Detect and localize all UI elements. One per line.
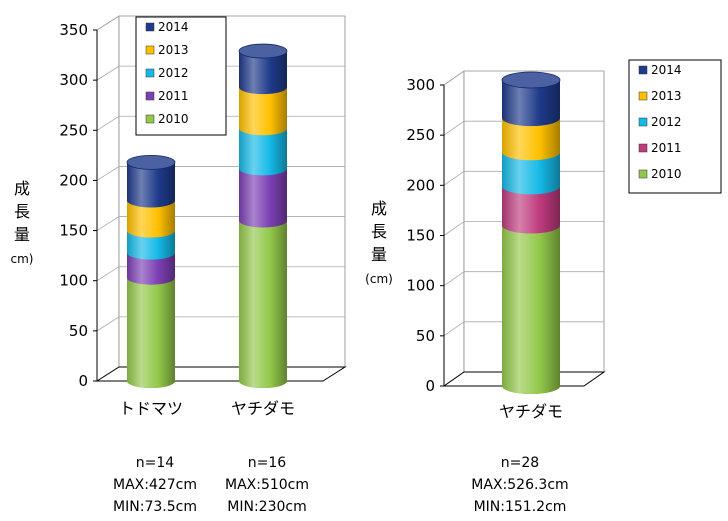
y-axis-label: 量 xyxy=(14,225,30,244)
bar-segment-ヤチダモ-2013 xyxy=(239,87,287,136)
y-tick-label: 100 xyxy=(59,272,88,290)
stat-max: MAX:427cm xyxy=(112,477,198,493)
y-tick-label: 50 xyxy=(69,322,88,340)
legend: 2014 2013 2012 2011 2010 xyxy=(135,16,227,136)
bar-segment-ヤチダモ-2014 xyxy=(239,51,287,95)
legend-swatch xyxy=(145,91,155,101)
y-tick-label: 0 xyxy=(78,372,88,390)
bar-segment-ヤチダモ-2012 xyxy=(239,128,287,176)
legend-label: 2014 xyxy=(158,20,189,34)
stat-min: MIN:151.2cm xyxy=(473,499,567,515)
gridline xyxy=(96,15,345,31)
stat-min: MIN:230cm xyxy=(227,499,307,515)
y-tick-label: 350 xyxy=(59,21,88,39)
stat-max: MAX:510cm xyxy=(224,477,310,493)
side-wall xyxy=(96,15,120,382)
y-axis-label: cm) xyxy=(11,252,34,266)
stat-n: n=14 xyxy=(135,455,175,471)
category-label: ヤチダモ xyxy=(231,399,295,418)
legend-swatch xyxy=(145,45,155,55)
legend-label: 2013 xyxy=(158,43,189,57)
bar-segment-トドマツ-2010 xyxy=(127,277,175,388)
bar-segment-ヤチダモ-2011 xyxy=(239,168,287,228)
legend-label: 2010 xyxy=(158,112,189,126)
y-axis-label: 成 xyxy=(14,179,30,198)
category-label: トドマツ xyxy=(119,399,183,418)
legend-label: 2012 xyxy=(158,66,189,80)
bar-segment-トドマツ-2011 xyxy=(127,252,175,285)
stat-min: MIN:73.5cm xyxy=(113,499,197,515)
y-tick-label: 250 xyxy=(59,121,88,139)
y-axis-label: 長 xyxy=(14,202,30,221)
y-tick-label: 200 xyxy=(59,171,88,189)
y-tick-label: 300 xyxy=(59,71,88,89)
stat-n: n=28 xyxy=(500,455,540,471)
legend-swatch xyxy=(145,68,155,78)
legend-swatch xyxy=(145,22,155,32)
stat-n: n=16 xyxy=(247,455,287,471)
y-tick-label: 150 xyxy=(59,222,88,240)
legend-swatch xyxy=(145,114,155,124)
legend-label: 2011 xyxy=(158,89,189,103)
stats-todomatsu: n=14 MAX:427cm MIN:73.5cm xyxy=(100,452,210,518)
bar-segment-トドマツ-2012 xyxy=(127,230,175,260)
bar-segment-トドマツ-2014 xyxy=(127,162,175,208)
stats-yachidamo-2: n=28 MAX:526.3cm MIN:151.2cm xyxy=(455,452,585,518)
cylinder-top xyxy=(126,154,176,170)
bar-segment-トドマツ-2013 xyxy=(127,200,175,238)
stats-yachidamo-1: n=16 MAX:510cm MIN:230cm xyxy=(212,452,322,518)
bar-segment-ヤチダモ-2010 xyxy=(239,220,287,388)
stat-max: MAX:526.3cm xyxy=(471,477,569,493)
cylinder-top xyxy=(238,43,288,59)
